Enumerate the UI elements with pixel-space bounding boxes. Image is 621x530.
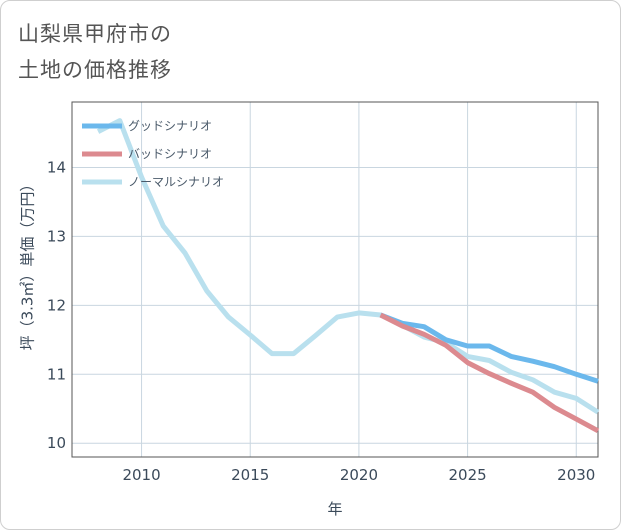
chart-title: 山梨県甲府市の 土地の価格推移: [18, 16, 172, 88]
plot-area: [71, 101, 599, 458]
chart-title-line-2: 土地の価格推移: [18, 58, 172, 82]
grid-lines: [72, 102, 598, 457]
series-line-good: [379, 312, 599, 384]
series-lines: [96, 118, 600, 434]
series-line-normal: [96, 118, 600, 415]
x-axis-label: 年: [327, 500, 342, 518]
x-tick-label: 2015: [231, 466, 269, 484]
axis-ticks: 2010 2015 2020 2025 2030 10 11 12 13 14: [47, 158, 595, 484]
series-line-bad: [379, 312, 600, 434]
x-tick-label: 2020: [340, 466, 378, 484]
x-tick-label: 2030: [557, 466, 595, 484]
legend-label-good: グッドシナリオ: [128, 119, 212, 133]
y-tick-label: 12: [47, 296, 66, 314]
x-tick-label: 2010: [122, 466, 160, 484]
legend-label-normal: ノーマルシナリオ: [128, 175, 224, 189]
y-tick-label: 13: [47, 227, 66, 245]
chart-title-line-1: 山梨県甲府市の: [18, 22, 172, 46]
x-tick-label: 2025: [448, 466, 486, 484]
y-tick-label: 14: [47, 158, 66, 176]
y-axis-label: 坪（3.3㎡）単価（万円）: [19, 177, 37, 351]
y-tick-label: 11: [47, 365, 66, 383]
y-tick-label: 10: [47, 434, 66, 452]
legend-label-bad: バッドシナリオ: [128, 147, 212, 161]
